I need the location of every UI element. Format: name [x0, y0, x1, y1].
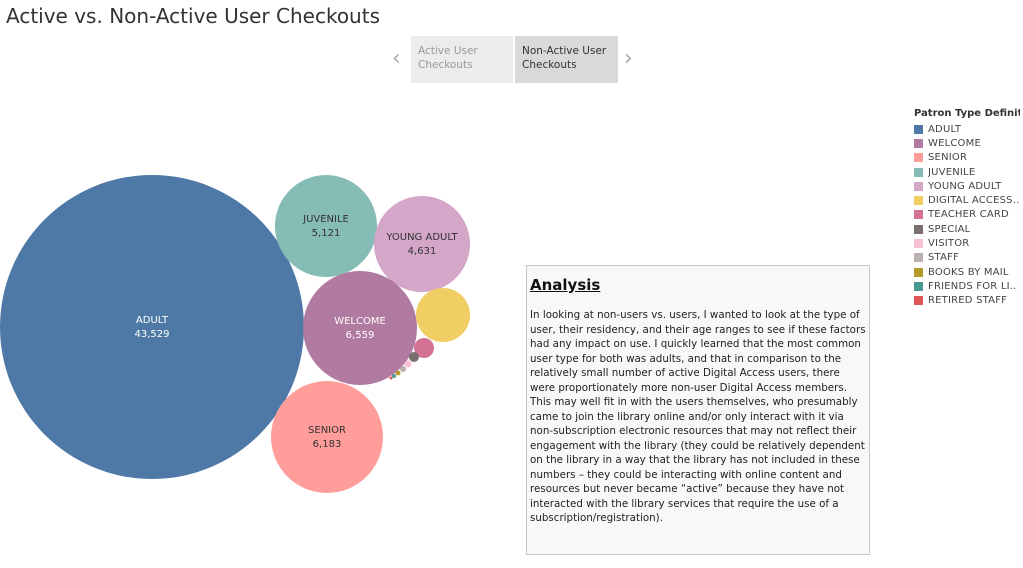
legend-label: WELCOME [928, 137, 981, 149]
legend-swatch [914, 153, 923, 163]
legend-swatch [914, 239, 923, 249]
legend-label: YOUNG ADULT [928, 180, 1002, 192]
legend-swatch [914, 224, 923, 234]
legend-label: JUVENILE [928, 166, 976, 178]
bubble-teacher-card[interactable] [414, 338, 434, 358]
bubble-value-label: 6,183 [313, 439, 342, 450]
legend-item[interactable]: DIGITAL ACCESS.. [914, 193, 1020, 207]
bubble-category-label: ADULT [136, 315, 169, 326]
bubble-young-adult[interactable] [374, 196, 470, 292]
legend-title: Patron Type Definiti.. [914, 108, 1020, 119]
legend-swatch [914, 253, 923, 263]
legend-item[interactable]: SPECIAL [914, 222, 1020, 236]
legend-swatch [914, 138, 923, 148]
legend-swatch [914, 181, 923, 191]
legend-item[interactable]: FRIENDS FOR LI.. [914, 279, 1020, 293]
bubble-value-label: 6,559 [346, 330, 375, 341]
legend-swatch [914, 267, 923, 277]
legend-swatch [914, 281, 923, 291]
bubble-staff[interactable] [400, 366, 406, 372]
bubble-welcome[interactable] [303, 271, 417, 385]
bubble-visitor[interactable] [404, 360, 412, 368]
legend-item[interactable]: ADULT [914, 122, 1020, 136]
legend-item[interactable]: JUVENILE [914, 165, 1020, 179]
legend-swatch [914, 210, 923, 220]
legend-item[interactable]: SENIOR [914, 151, 1020, 165]
legend-item[interactable]: RETIRED STAFF [914, 294, 1020, 308]
bubble-category-label: SENIOR [308, 425, 346, 436]
legend-label: STAFF [928, 252, 960, 264]
bubble-juvenile[interactable] [275, 175, 377, 277]
chevron-left-icon[interactable]: ‹ [392, 46, 401, 71]
chevron-right-icon[interactable]: › [624, 46, 633, 71]
legend-label: TEACHER CARD [928, 209, 1009, 221]
bubble-adult[interactable] [0, 175, 304, 479]
legend-item[interactable]: BOOKS BY MAIL [914, 265, 1020, 279]
bubble-friends-for-li[interactable] [392, 374, 396, 378]
legend-label: DIGITAL ACCESS.. [928, 195, 1020, 207]
bubble-senior[interactable] [271, 381, 383, 493]
analysis-title: Analysis [530, 276, 601, 294]
bubble-books-by-mail[interactable] [395, 370, 401, 376]
legend-swatch [914, 124, 923, 134]
bubble-value-label: 4,631 [408, 246, 437, 257]
legend-swatch [914, 196, 923, 206]
bubble-digital-access[interactable] [416, 288, 470, 342]
legend-items: ADULT WELCOME SENIOR JUVENILE YOUNG ADULT DIG… [914, 122, 1020, 308]
bubble-value-label: 43,529 [135, 329, 170, 340]
legend-label: SENIOR [928, 152, 968, 164]
bubble-chart: ADULT 43,529 JUVENILE 5,121 YOUNG ADULT 4,631… [0, 175, 470, 493]
legend-label: FRIENDS FOR LI.. [928, 280, 1017, 292]
legend-label: BOOKS BY MAIL [928, 266, 1009, 278]
legend: Patron Type Definiti.. ADULT WELCOME SENIO… [914, 108, 1020, 308]
legend-label: SPECIAL [928, 223, 971, 235]
legend-swatch [914, 296, 923, 306]
bubble-value-label: 5,121 [312, 228, 341, 239]
legend-item[interactable]: WELCOME [914, 136, 1020, 150]
analysis-text: In looking at non-users vs. users, I wan… [530, 309, 866, 524]
legend-item[interactable]: VISITOR [914, 236, 1020, 250]
legend-label: RETIRED STAFF [928, 295, 1008, 307]
legend-swatch [914, 167, 923, 177]
legend-item[interactable]: STAFF [914, 251, 1020, 265]
analysis-panel: Analysis In looking at non-users vs. use… [526, 265, 870, 555]
legend-item[interactable]: TEACHER CARD [914, 208, 1020, 222]
legend-item[interactable]: YOUNG ADULT [914, 179, 1020, 193]
bubble-category-label: JUVENILE [302, 214, 349, 225]
legend-label: VISITOR [928, 238, 970, 250]
legend-label: ADULT [928, 123, 962, 135]
bubble-special[interactable] [409, 352, 419, 362]
bubble-retired-staff[interactable] [389, 376, 393, 380]
bubble-category-label: WELCOME [334, 316, 386, 327]
tab-non-active-user-checkouts[interactable]: Non-Active User Checkouts [515, 36, 618, 83]
bubble-category-label: YOUNG ADULT [385, 232, 458, 243]
tab-active-user-checkouts[interactable]: Active User Checkouts [411, 36, 513, 83]
page-title: Active vs. Non-Active User Checkouts [6, 4, 380, 28]
